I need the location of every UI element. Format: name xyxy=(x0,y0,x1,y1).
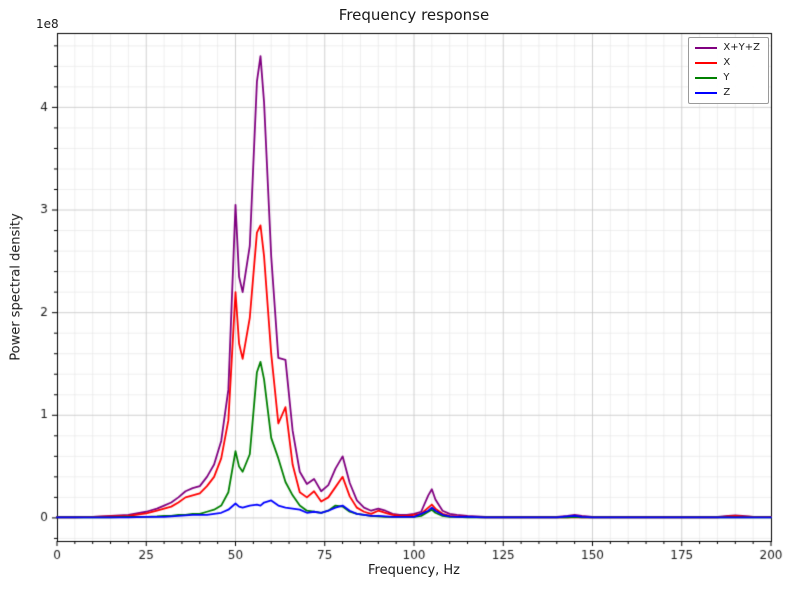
legend-label-z: Z xyxy=(723,87,731,98)
legend-label-xyz: X+Y+Z xyxy=(723,42,760,53)
legend-label-x: X xyxy=(723,57,731,68)
legend-label-y: Y xyxy=(723,72,730,83)
chart-title: Frequency response xyxy=(338,6,490,24)
legend-line-swatch-y xyxy=(695,77,718,79)
legend-line-swatch-xyz xyxy=(695,47,718,49)
legend: X+Y+Z X Y Z xyxy=(688,37,769,104)
legend-line-swatch-z xyxy=(695,92,718,94)
legend-item-y: Y xyxy=(695,72,760,84)
y-axis-label: Power spectral density xyxy=(8,213,24,361)
legend-item-z: Z xyxy=(695,87,760,99)
x-axis-label: Frequency, Hz xyxy=(367,563,461,578)
legend-line-swatch-x xyxy=(695,62,718,64)
legend-item-x: X xyxy=(695,57,760,69)
y-axis-offset-label: 1e8 xyxy=(36,17,59,31)
legend-item-xyz: X+Y+Z xyxy=(695,42,760,54)
